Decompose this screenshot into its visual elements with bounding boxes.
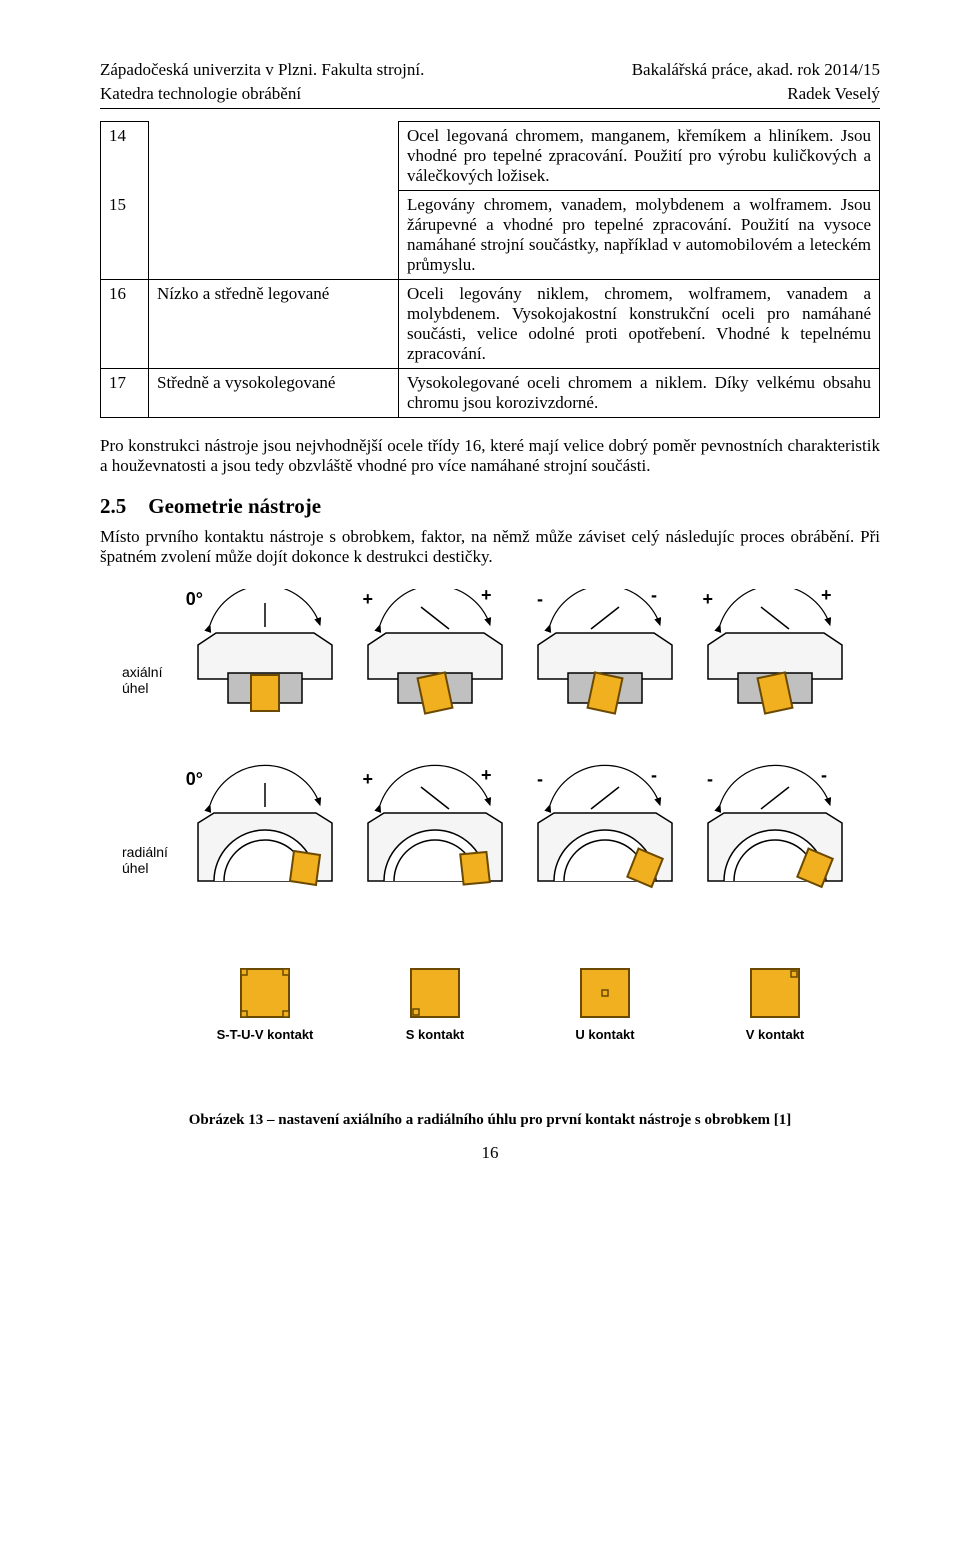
cell-num: 15: [101, 191, 149, 280]
cell-desc: Oceli legovány niklem, chromem, wolframe…: [399, 280, 880, 369]
svg-text:V kontakt: V kontakt: [746, 1027, 805, 1042]
cell-num: 17: [101, 369, 149, 418]
svg-text:0°: 0°: [186, 769, 203, 789]
cell-desc: Legovány chromem, vanadem, molybdenem a …: [399, 191, 880, 280]
geometry-figure: axiálníúhel0°++--++radiálníúhel0°++----S…: [120, 589, 860, 1129]
svg-text:-: -: [537, 769, 543, 789]
header-right-1: Bakalářská práce, akad. rok 2014/15: [632, 60, 880, 80]
cell-desc: Ocel legovaná chromem, manganem, křemíke…: [399, 122, 880, 191]
svg-text:úhel: úhel: [122, 860, 148, 876]
svg-text:axiální: axiální: [122, 664, 163, 680]
svg-text:-: -: [707, 769, 713, 789]
page-number: 16: [100, 1143, 880, 1163]
table-row: 17 Středně a vysokolegované Vysokolegova…: [101, 369, 880, 418]
svg-text:úhel: úhel: [122, 680, 148, 696]
cell-num: 14: [101, 122, 149, 191]
cell-cat: Středně a vysokolegované: [149, 369, 399, 418]
header-left-2: Katedra technologie obrábění: [100, 84, 301, 104]
section-number: 2.5: [100, 494, 126, 519]
figure-caption: Obrázek 13 – nastavení axiálního a radiá…: [120, 1112, 860, 1129]
steel-classes-table: 14 Ocel legovaná chromem, manganem, křem…: [100, 121, 880, 418]
svg-text:+: +: [821, 589, 832, 605]
svg-text:U kontakt: U kontakt: [575, 1027, 635, 1042]
svg-text:+: +: [702, 589, 713, 609]
svg-text:+: +: [362, 769, 373, 789]
header-line-1: Západočeská univerzita v Plzni. Fakulta …: [100, 60, 880, 80]
svg-text:+: +: [481, 765, 492, 785]
paragraph-intro: Pro konstrukci nástroje jsou nejvhodnějš…: [100, 436, 880, 476]
cell-desc: Vysokolegované oceli chromem a niklem. D…: [399, 369, 880, 418]
cell-cat: Nízko a středně legované: [149, 280, 399, 369]
paragraph-geometry: Místo prvního kontaktu nástroje s obrobk…: [100, 527, 880, 567]
angle-contact-diagram: axiálníúhel0°++--++radiálníúhel0°++----S…: [120, 589, 860, 1089]
table-row: 14 Ocel legovaná chromem, manganem, křem…: [101, 122, 880, 191]
svg-text:+: +: [481, 589, 492, 605]
cell-num: 16: [101, 280, 149, 369]
cell-cat-empty: [149, 122, 399, 280]
svg-text:S kontakt: S kontakt: [406, 1027, 465, 1042]
table-row: 16 Nízko a středně legované Oceli legová…: [101, 280, 880, 369]
section-heading: 2.5 Geometrie nástroje: [100, 494, 880, 519]
section-title-text: Geometrie nástroje: [148, 494, 321, 518]
svg-text:+: +: [362, 589, 373, 609]
svg-text:-: -: [651, 765, 657, 785]
header-line-2: Katedra technologie obrábění Radek Vesel…: [100, 84, 880, 109]
svg-text:-: -: [821, 765, 827, 785]
header-left-1: Západočeská univerzita v Plzni. Fakulta …: [100, 60, 424, 80]
svg-text:S-T-U-V kontakt: S-T-U-V kontakt: [217, 1027, 314, 1042]
svg-text:-: -: [537, 589, 543, 609]
svg-text:-: -: [651, 589, 657, 605]
svg-text:radiální: radiální: [122, 844, 168, 860]
header-right-2: Radek Veselý: [787, 84, 880, 104]
svg-text:0°: 0°: [186, 589, 203, 609]
